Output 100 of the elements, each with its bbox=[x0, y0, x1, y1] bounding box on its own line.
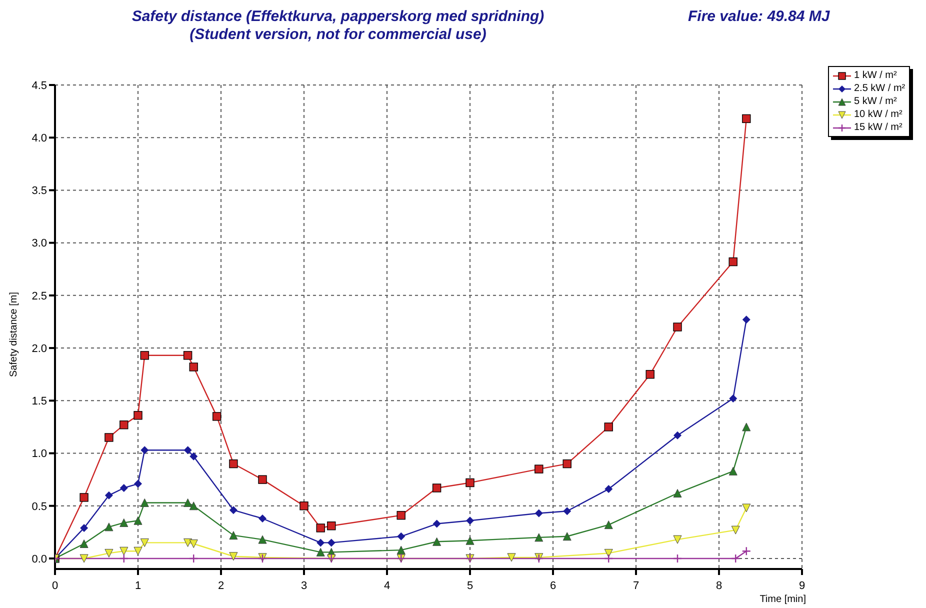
point bbox=[258, 535, 267, 544]
point bbox=[120, 546, 128, 556]
y-tick-label: 2.5 bbox=[32, 290, 47, 302]
legend-label: 5 kW / m² bbox=[854, 96, 897, 107]
point bbox=[731, 526, 740, 534]
point bbox=[140, 446, 149, 454]
point bbox=[104, 491, 113, 500]
point bbox=[327, 538, 336, 547]
point bbox=[534, 533, 544, 542]
point bbox=[184, 446, 192, 454]
point bbox=[184, 498, 192, 507]
point bbox=[466, 536, 474, 545]
point bbox=[189, 362, 198, 372]
y-tick-label: 1.5 bbox=[32, 396, 47, 408]
x-axis-title: Time [min] bbox=[760, 594, 806, 605]
point bbox=[190, 452, 198, 460]
point bbox=[604, 422, 613, 432]
point bbox=[183, 351, 192, 360]
point bbox=[316, 548, 325, 556]
y-tick-label: 0.0 bbox=[32, 553, 47, 566]
legend-label: 10 kW / m² bbox=[854, 109, 902, 120]
point bbox=[396, 510, 406, 520]
point bbox=[742, 422, 751, 432]
point bbox=[728, 257, 738, 266]
point bbox=[604, 520, 613, 530]
point bbox=[742, 546, 751, 556]
point bbox=[300, 502, 308, 510]
chart-title: Safety distance (Effektkurva, papperskorg med spridning) bbox=[130, 8, 546, 25]
y-tick-label: 3.5 bbox=[32, 185, 47, 198]
x-tick-label: 2 bbox=[218, 580, 224, 592]
point bbox=[432, 520, 441, 528]
point bbox=[120, 484, 128, 492]
point bbox=[674, 431, 682, 440]
point bbox=[673, 322, 682, 332]
point bbox=[672, 554, 682, 564]
legend-label: 2.5 kW / m² bbox=[854, 83, 906, 94]
y-axis-title: Safety distance [m] bbox=[8, 292, 20, 377]
x-tick-label: 1 bbox=[134, 580, 142, 592]
point bbox=[507, 553, 516, 562]
point bbox=[189, 554, 198, 564]
legend-label: 15 kW / m² bbox=[854, 122, 902, 133]
point bbox=[432, 537, 442, 546]
point bbox=[742, 316, 750, 324]
legend-label: 1 kW / m² bbox=[854, 70, 897, 81]
point bbox=[534, 464, 544, 474]
point bbox=[140, 538, 149, 547]
point bbox=[729, 394, 738, 403]
point bbox=[80, 524, 88, 532]
point bbox=[134, 480, 142, 488]
point bbox=[119, 554, 128, 564]
point bbox=[258, 514, 266, 522]
point bbox=[731, 554, 740, 564]
point bbox=[189, 540, 198, 548]
point bbox=[140, 351, 149, 360]
x-tick-label: 8 bbox=[716, 580, 722, 592]
point bbox=[104, 522, 114, 532]
point bbox=[673, 535, 682, 544]
x-tick-label: 4 bbox=[384, 580, 390, 592]
point bbox=[604, 554, 614, 564]
point bbox=[120, 518, 128, 527]
y-tick-label: 1.0 bbox=[32, 448, 47, 460]
text: Fire value: 49.84 MJ bbox=[688, 8, 830, 25]
point bbox=[397, 532, 406, 540]
x-tick-label: 0 bbox=[52, 580, 58, 592]
point bbox=[104, 433, 114, 442]
point bbox=[728, 466, 738, 476]
y-tick-label: 4.5 bbox=[32, 80, 47, 92]
point bbox=[742, 504, 751, 512]
x-tick-label: 5 bbox=[466, 580, 474, 592]
point bbox=[120, 420, 128, 430]
point bbox=[134, 516, 142, 525]
point bbox=[258, 475, 267, 484]
point bbox=[80, 493, 88, 502]
x-tick-label: 3 bbox=[300, 580, 308, 592]
point bbox=[104, 548, 114, 558]
point bbox=[316, 538, 325, 547]
point bbox=[80, 540, 88, 548]
y-tick-label: 2.0 bbox=[32, 342, 47, 355]
point bbox=[432, 484, 442, 492]
point bbox=[466, 516, 474, 525]
point bbox=[604, 485, 613, 494]
x-tick-label: 7 bbox=[632, 580, 640, 592]
point bbox=[80, 554, 88, 563]
point bbox=[562, 459, 572, 468]
y-tick-label: 0.5 bbox=[32, 500, 47, 513]
y-tick-label: 3.0 bbox=[32, 238, 47, 250]
point bbox=[229, 459, 238, 468]
point bbox=[134, 546, 142, 556]
point bbox=[229, 531, 238, 540]
x-tick-label: 6 bbox=[550, 580, 556, 592]
point bbox=[316, 524, 325, 532]
point bbox=[327, 522, 336, 530]
chart-subtitle: (Student version, not for commercial use) bbox=[188, 26, 488, 43]
x-tick-label: 9 bbox=[798, 580, 806, 592]
point bbox=[534, 509, 543, 518]
point bbox=[140, 498, 149, 507]
point bbox=[466, 478, 474, 488]
point bbox=[742, 114, 751, 124]
point bbox=[134, 411, 142, 420]
point bbox=[673, 488, 682, 498]
